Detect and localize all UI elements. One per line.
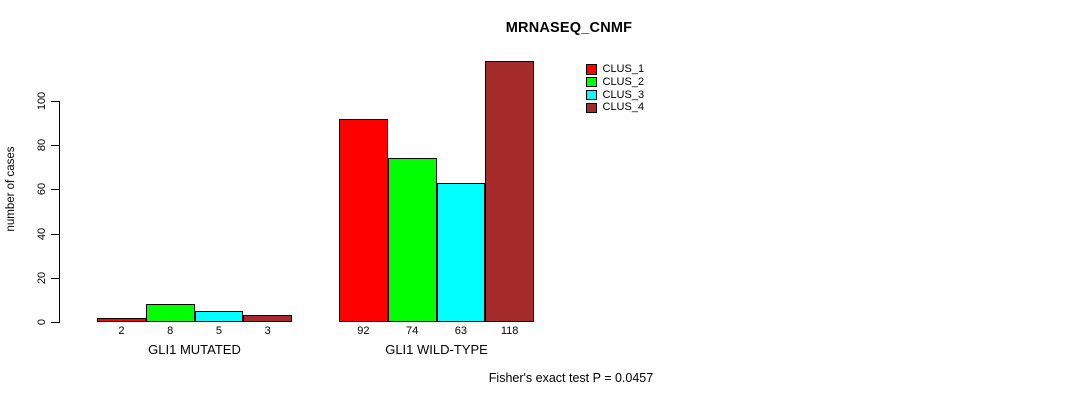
y-axis-tick-label: 60 bbox=[36, 183, 48, 196]
y-axis-tick-label: 0 bbox=[36, 318, 48, 326]
legend-swatch-clus_2 bbox=[586, 76, 597, 88]
legend-label: CLUS_1 bbox=[602, 63, 645, 75]
bar-clus_2-mutated bbox=[145, 304, 195, 322]
bar-value-label: 63 bbox=[454, 325, 467, 337]
y-axis-line bbox=[59, 101, 60, 323]
y-axis-label: number of cases bbox=[5, 146, 17, 232]
bar-value-label: 118 bbox=[500, 325, 519, 337]
bar-clus_3-mutated bbox=[194, 310, 244, 322]
bar-value-label: 92 bbox=[357, 325, 370, 337]
bar-value-label: 3 bbox=[264, 325, 271, 337]
bar-clus_1-wild-type bbox=[339, 118, 388, 322]
bar-clus_4-wild-type bbox=[485, 61, 534, 322]
bar-value-label: 8 bbox=[167, 325, 174, 337]
bar-value-label: 74 bbox=[406, 325, 419, 337]
bar-clus_2-wild-type bbox=[387, 158, 437, 322]
category-label: GLI1 MUTATED bbox=[148, 342, 241, 357]
chart-title: MRNASEQ_CNMF bbox=[505, 20, 633, 36]
y-axis-tick bbox=[51, 277, 59, 279]
y-axis-tick bbox=[51, 233, 59, 235]
y-axis-tick-label: 20 bbox=[36, 271, 48, 284]
bar-value-label: 5 bbox=[215, 325, 222, 337]
legend-item-clus_4: CLUS_4 bbox=[586, 101, 644, 114]
legend-label: CLUS_4 bbox=[602, 101, 645, 114]
y-axis-tick bbox=[51, 322, 59, 323]
legend-label: CLUS_2 bbox=[602, 75, 645, 88]
legend-item-clus_3: CLUS_3 bbox=[586, 89, 644, 102]
y-axis-tick-label: 40 bbox=[36, 227, 48, 240]
y-axis-tick-label: 100 bbox=[36, 91, 48, 111]
legend: CLUS_1 CLUS_2 CLUS_3 CLUS_4 bbox=[586, 63, 644, 114]
legend-swatch-clus_1 bbox=[586, 64, 597, 75]
annotation-text: Fisher's exact test P = 0.0457 bbox=[488, 371, 654, 385]
y-axis-tick-label: 80 bbox=[36, 139, 48, 152]
bar-value-label: 2 bbox=[118, 325, 125, 337]
bar-clus_4-mutated bbox=[243, 315, 292, 322]
y-axis-tick bbox=[51, 189, 59, 191]
legend-swatch-clus_3 bbox=[586, 89, 597, 101]
y-axis-tick bbox=[51, 101, 59, 102]
bar-clus_3-wild-type bbox=[436, 182, 486, 322]
legend-item-clus_1: CLUS_1 bbox=[586, 63, 644, 76]
legend-swatch-clus_4 bbox=[586, 102, 597, 114]
y-axis-tick bbox=[51, 145, 59, 147]
legend-label: CLUS_3 bbox=[602, 88, 645, 101]
category-label: GLI1 WILD-TYPE bbox=[385, 342, 488, 357]
legend-item-clus_2: CLUS_2 bbox=[586, 76, 644, 89]
bar-clus_1-mutated bbox=[97, 317, 146, 322]
